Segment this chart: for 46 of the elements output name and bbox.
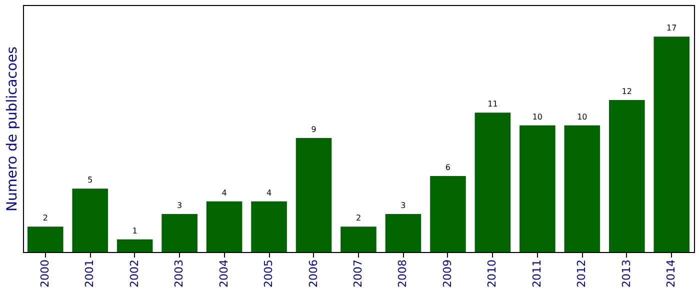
x-tick-label: 2000 [38, 260, 52, 288]
bar [340, 226, 376, 252]
x-tick-label: 2011 [530, 260, 544, 288]
x-tick-label: 2014 [664, 260, 678, 288]
x-tick-label: 2013 [620, 260, 633, 288]
x-tick-label: 2006 [306, 260, 320, 288]
bar [206, 201, 242, 252]
data-label: 5 [88, 176, 93, 185]
bar [609, 100, 645, 252]
data-label: 2 [42, 214, 48, 223]
x-tick-label: 2008 [396, 260, 410, 288]
bar [474, 112, 511, 252]
x-tick-label: 2004 [217, 260, 230, 288]
x-tick-label: 2012 [575, 260, 588, 288]
data-label: 2 [356, 214, 362, 223]
bar [116, 239, 153, 252]
bar [564, 125, 600, 252]
data-label: 4 [266, 188, 272, 198]
bar [430, 176, 466, 252]
x-tick-label: 2001 [83, 260, 96, 288]
x-tick-label: 2005 [262, 260, 276, 288]
data-label: 3 [177, 201, 182, 210]
y-axis-title: Numero de publicacoes [4, 46, 20, 212]
bar [162, 214, 198, 252]
data-label: 4 [222, 188, 227, 198]
bar [520, 125, 556, 252]
x-tick-label: 2007 [352, 260, 364, 288]
x-tick-label: 2009 [440, 260, 454, 288]
data-label: 17 [666, 24, 677, 33]
bar [72, 188, 108, 252]
data-label: 12 [622, 87, 632, 96]
data-label: 11 [488, 100, 498, 109]
bar [27, 226, 64, 252]
x-tick-label: 2002 [128, 260, 141, 288]
bar [296, 138, 332, 252]
data-label: 6 [445, 163, 451, 172]
bar [654, 36, 690, 252]
data-label: 10 [577, 112, 588, 122]
bar [251, 201, 287, 252]
x-tick-label: 2003 [172, 260, 186, 288]
data-label: 1 [132, 226, 138, 236]
data-label: 3 [400, 201, 406, 210]
x-tick-label: 2010 [486, 260, 499, 288]
data-label: 9 [311, 125, 316, 134]
bar [385, 214, 422, 252]
data-label: 10 [532, 112, 543, 122]
